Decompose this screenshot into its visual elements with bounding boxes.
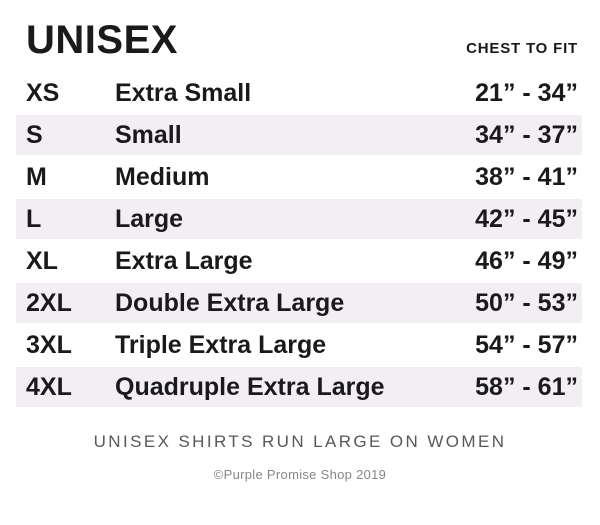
size-code: S: [26, 120, 43, 149]
size-code: 2XL: [26, 288, 72, 317]
size-name: Quadruple Extra Large: [115, 372, 385, 401]
size-range: 34” - 37”: [475, 120, 578, 149]
table-row: XL Extra Large 46” - 49”: [16, 241, 582, 281]
size-code: 3XL: [26, 330, 72, 359]
size-range: 50” - 53”: [475, 288, 578, 317]
size-name: Large: [115, 204, 184, 233]
page-title: UNISEX: [26, 18, 178, 62]
table-row: 3XL Triple Extra Large 54” - 57”: [16, 325, 582, 365]
copyright-text: ©Purple Promise Shop 2019: [213, 467, 387, 482]
size-range: 46” - 49”: [475, 246, 578, 275]
table-row: 2XL Double Extra Large 50” - 53”: [16, 283, 582, 323]
size-code: XS: [26, 78, 60, 107]
table-row: S Small 34” - 37”: [16, 115, 582, 155]
table-row: XS Extra Small 21” - 34”: [16, 73, 582, 113]
size-range: 38” - 41”: [475, 162, 578, 191]
size-range: 42” - 45”: [475, 204, 578, 233]
size-range: 21” - 34”: [475, 78, 578, 107]
size-code: 4XL: [26, 372, 72, 401]
size-range: 54” - 57”: [475, 330, 578, 359]
size-name: Extra Large: [115, 246, 253, 275]
chest-to-fit-column-header: CHEST TO FIT: [466, 40, 578, 57]
size-name: Small: [115, 120, 182, 149]
table-row: M Medium 38” - 41”: [16, 157, 582, 197]
chart-header: UNISEX CHEST TO FIT: [26, 14, 578, 66]
size-name: Double Extra Large: [115, 288, 345, 317]
size-name: Extra Small: [115, 78, 252, 107]
size-table: XS Extra Small 21” - 34” S Small 34” - 37” M Me…: [0, 73, 600, 407]
table-row: 4XL Quadruple Extra Large 58” - 61”: [16, 367, 582, 407]
size-name: Triple Extra Large: [115, 330, 327, 359]
table-row: L Large 42” - 45”: [16, 199, 582, 239]
chart-footer: UNISEX SHIRTS RUN LARGE ON WOMEN ©Purple…: [0, 432, 600, 482]
size-name: Medium: [115, 162, 210, 191]
size-code: XL: [26, 246, 58, 275]
fit-note: UNISEX SHIRTS RUN LARGE ON WOMEN: [93, 432, 507, 451]
size-range: 58” - 61”: [475, 372, 578, 401]
size-code: M: [26, 162, 47, 191]
size-code: L: [26, 204, 42, 233]
